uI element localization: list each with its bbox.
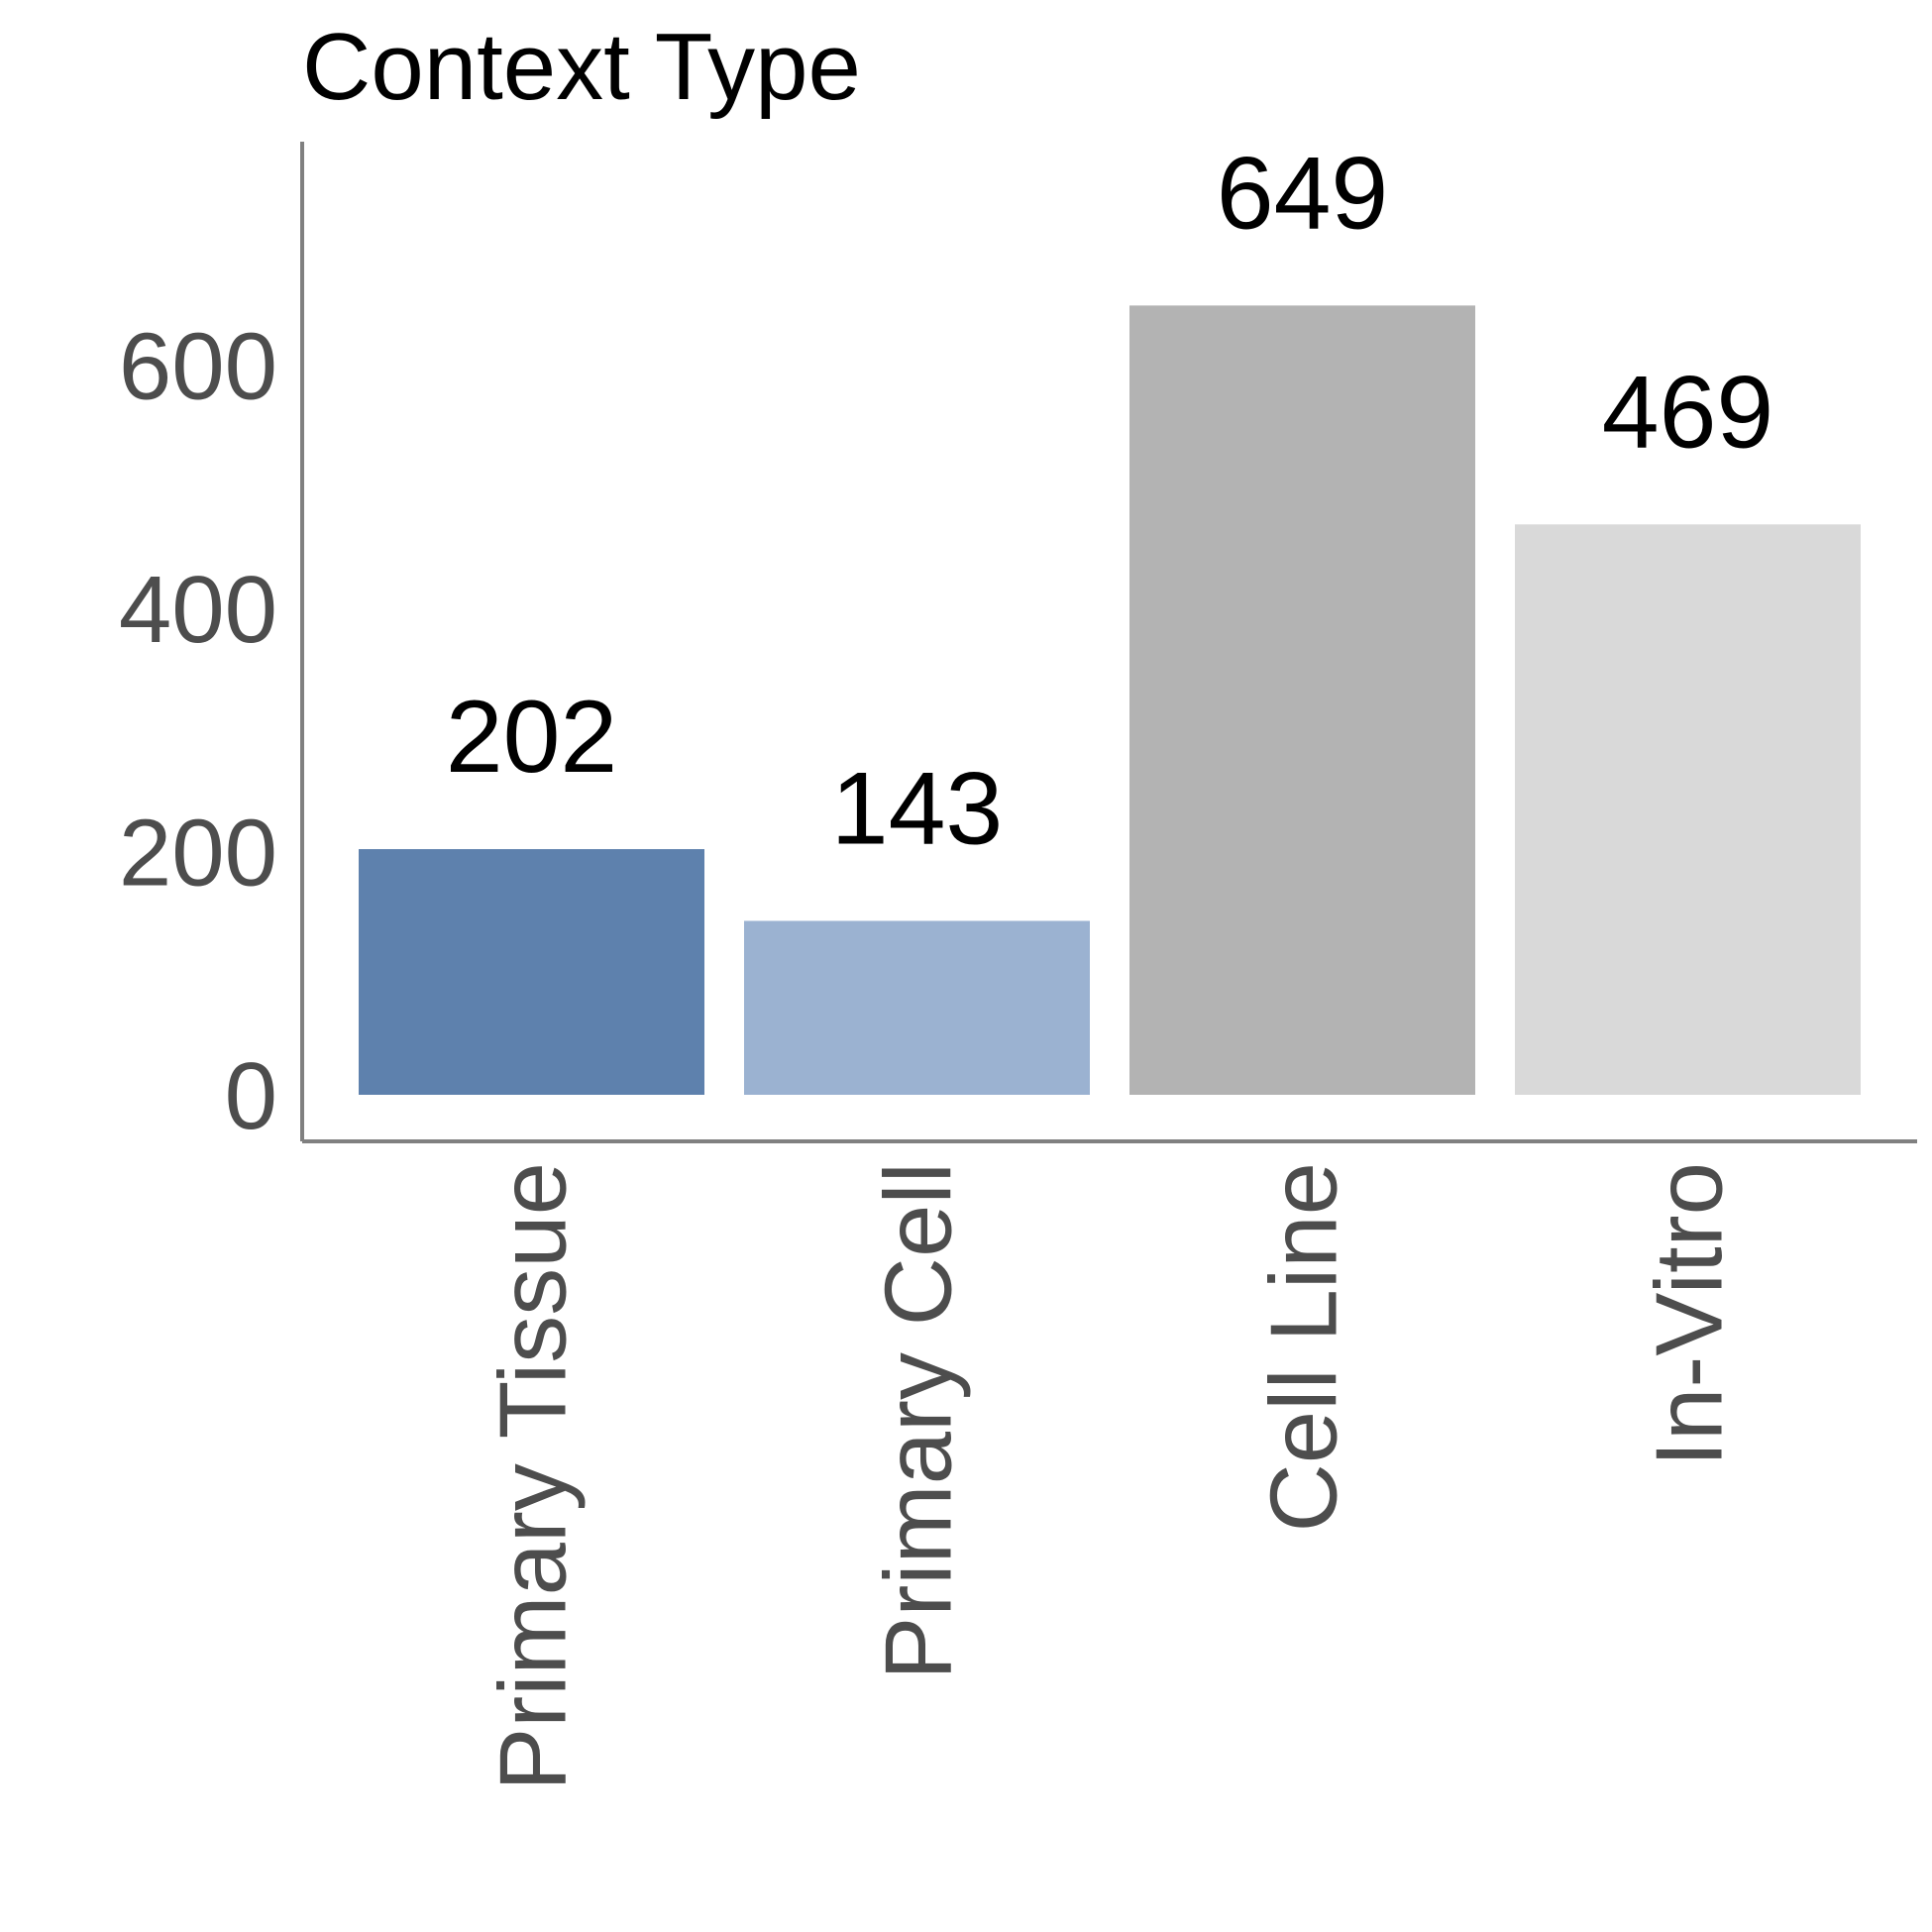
y-axis-tick-labels: 0 200 400 600 — [119, 314, 277, 1150]
value-labels-layer: 202 143 649 469 — [446, 136, 1774, 866]
value-label-primary-cell: 143 — [831, 751, 1004, 866]
x-axis-tick-labels: Primary Tissue Primary Cell Cell Line In-Vi… — [481, 1162, 1743, 1791]
y-tick-label-200: 200 — [119, 801, 277, 907]
x-tick-label-primary-cell: Primary Cell — [866, 1162, 972, 1680]
y-tick-label-400: 400 — [119, 557, 277, 663]
value-label-in-vitro: 469 — [1602, 355, 1774, 470]
value-label-cell-line: 649 — [1217, 136, 1389, 251]
y-tick-label-600: 600 — [119, 314, 277, 420]
y-tick-label-0: 0 — [225, 1043, 277, 1149]
bar-cell-line — [1129, 305, 1475, 1095]
bar-primary-cell — [744, 920, 1090, 1095]
bars-layer — [359, 305, 1861, 1095]
bar-primary-tissue — [359, 849, 704, 1095]
x-tick-label-primary-tissue: Primary Tissue — [481, 1162, 587, 1791]
bar-in-vitro — [1515, 524, 1861, 1095]
x-tick-label-in-vitro: In-Vitro — [1637, 1162, 1743, 1467]
chart-title: Context Type — [302, 14, 861, 120]
value-label-primary-tissue: 202 — [446, 680, 618, 795]
x-tick-label-cell-line: Cell Line — [1251, 1162, 1357, 1533]
